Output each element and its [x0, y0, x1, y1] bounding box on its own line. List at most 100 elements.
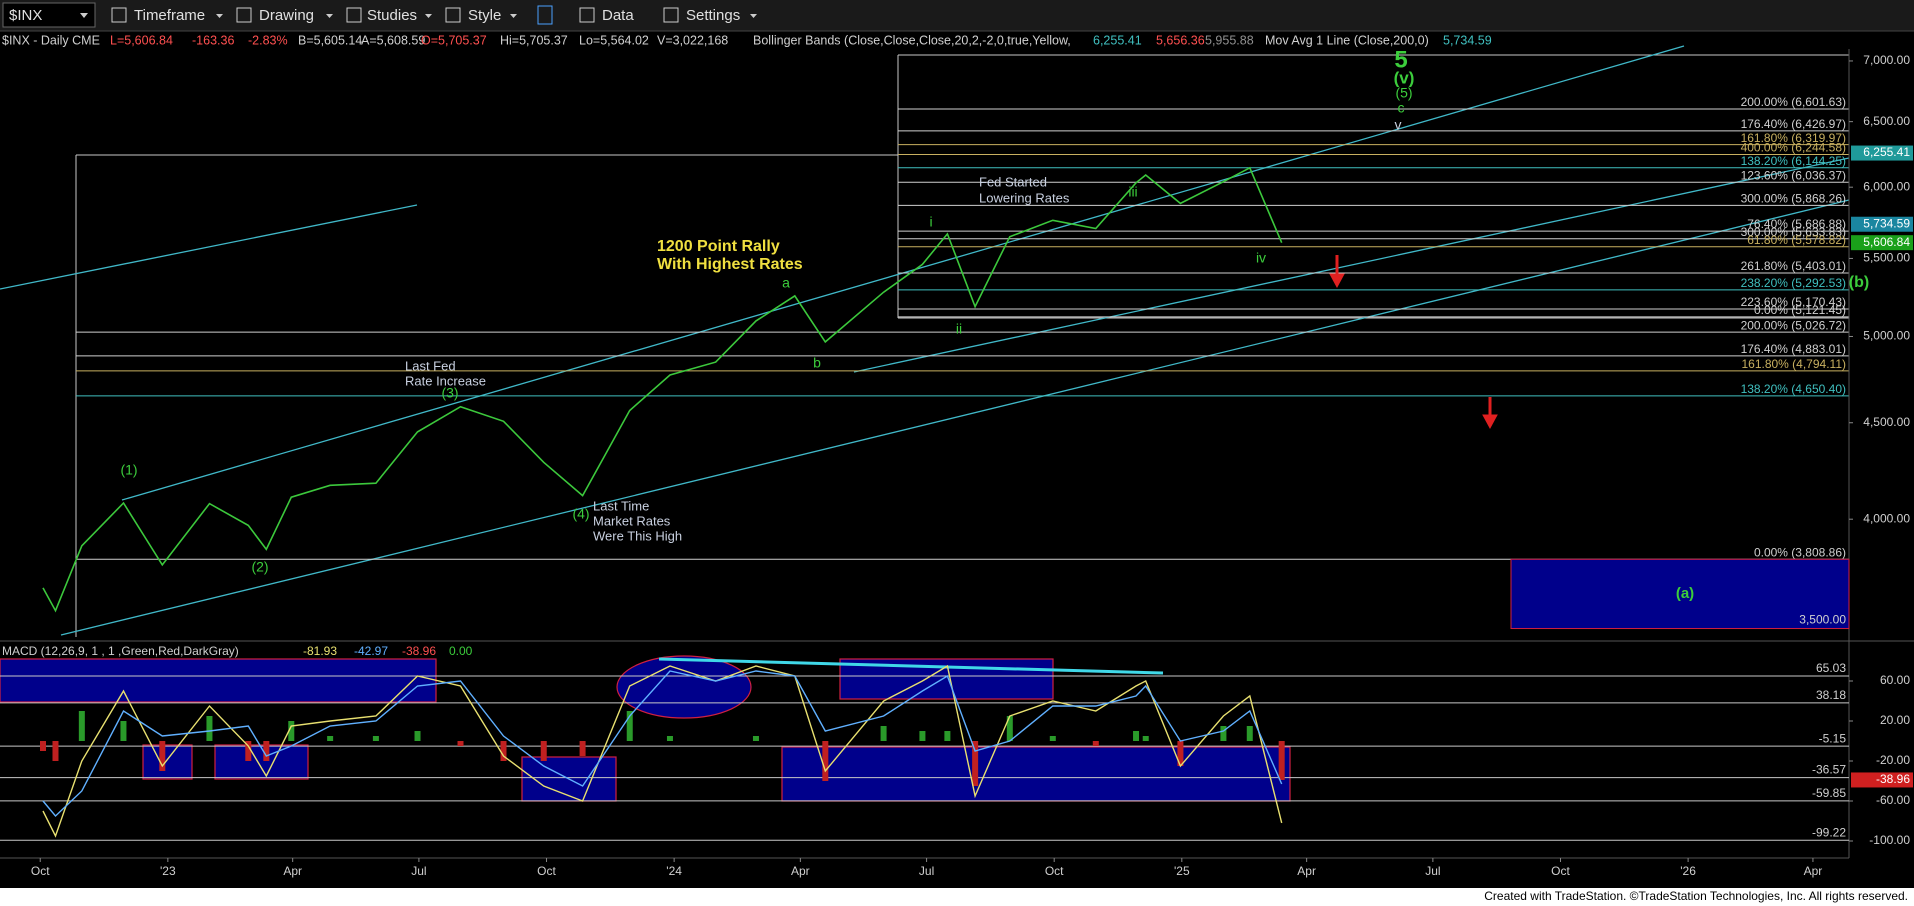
wave-label: iv — [1256, 250, 1266, 266]
price-tag — [1851, 216, 1913, 232]
y-tick-label: 5,000.00 — [1863, 329, 1910, 343]
macd-level-label: 38.18 — [1816, 688, 1846, 702]
note: With Highest Rates — [657, 256, 803, 273]
header-bb-name: Bollinger Bands (Close,Close,Close,20,2,… — [753, 33, 1071, 47]
menu-arrows — [111, 7, 757, 23]
macd-histogram-bar — [1133, 731, 1140, 741]
macd-histogram-bar — [1220, 726, 1227, 741]
macd-histogram-bar — [159, 741, 166, 771]
price-tag-label: 5,734.59 — [1863, 216, 1910, 230]
menu-studies[interactable]: Studies — [367, 7, 417, 24]
x-tick-label: Apr — [283, 864, 302, 878]
macd-histogram-bar — [245, 741, 252, 761]
dropdown-arrow — [80, 13, 88, 18]
macd-y-tick-label: 20.00 — [1880, 713, 1910, 727]
macd-y-tick-label: 60.00 — [1880, 673, 1910, 687]
fib-label: 0.00% (5,121.45) — [1754, 303, 1846, 317]
macd-histogram-bar — [1049, 736, 1056, 741]
macd-level-label: -59.85 — [1812, 786, 1846, 800]
note: Lowering Rates — [979, 190, 1070, 205]
fib-label: 300.00% (5,633.83) — [1741, 225, 1846, 239]
macd-histogram-bar — [919, 731, 926, 741]
macd-histogram-bar — [327, 736, 334, 741]
fib-label: 200.00% (5,026.72) — [1741, 318, 1846, 332]
macd-histogram-bar — [1177, 741, 1184, 766]
header-change-pct: -2.83% — [248, 33, 288, 47]
header-volume: V=3,022,168 — [657, 33, 728, 47]
menu-timeframe[interactable]: Timeframe — [134, 7, 205, 24]
macd-histogram-bar — [1142, 736, 1149, 741]
header-bb-mid: 5,955.88 — [1205, 33, 1254, 47]
x-tick-label: Oct — [31, 864, 50, 878]
menu-data[interactable]: Data — [602, 7, 634, 24]
price-tag-label: 6,255.41 — [1863, 145, 1910, 159]
fib-label: 138.20% (6,144.25) — [1741, 154, 1846, 168]
macd-readout: -42.97 — [354, 644, 388, 658]
note: Were This High — [593, 528, 682, 543]
fib-label: 176.40% (6,426.97) — [1741, 117, 1846, 131]
y-tick-label: 7,000.00 — [1863, 53, 1910, 67]
wave-label: c — [1398, 100, 1405, 116]
macd-tag-label: -38.96 — [1876, 772, 1910, 786]
symbol-box[interactable] — [2, 2, 96, 28]
macd-histogram-bar — [540, 741, 547, 761]
symbol-input[interactable]: $INX — [9, 7, 42, 24]
toolbar — [0, 0, 1914, 31]
price-tag-label: 5,606.84 — [1863, 235, 1910, 249]
x-tick-label: Oct — [1551, 864, 1570, 878]
macd-y-tick-label: -100.00 — [1869, 833, 1910, 847]
y-tick-label: 6,500.00 — [1863, 114, 1910, 128]
note: 1200 Point Rally — [657, 238, 780, 255]
fib-label: 138.20% (4,650.40) — [1741, 382, 1846, 396]
y-tick-label: 4,000.00 — [1863, 511, 1910, 525]
fib-label: 0.00% (3,808.86) — [1754, 545, 1846, 559]
macd-histogram-bar — [944, 731, 951, 741]
x-tick-label: Oct — [1045, 864, 1064, 878]
macd-histogram-bar — [457, 741, 464, 746]
wave-label: (b) — [1849, 274, 1869, 291]
header-bb-upper: 6,255.41 — [1093, 33, 1142, 47]
fib-levels: 200.00% (6,601.63)176.40% (6,426.97)161.… — [76, 95, 1849, 560]
macd-histogram-bar — [972, 741, 979, 786]
header-ma-name: Mov Avg 1 Line (Close,200,0) — [1265, 33, 1429, 47]
note: Market Rates — [593, 513, 671, 528]
menu-drawing[interactable]: Drawing — [259, 7, 314, 24]
x-tick-label: Oct — [537, 864, 556, 878]
wave-label: b — [813, 355, 821, 371]
fib-label: 61.80% (5,578.82) — [1747, 233, 1846, 247]
footer-band — [0, 888, 1914, 906]
menu-settings[interactable]: Settings — [686, 7, 740, 24]
header-bid: B=5,605.14 — [298, 33, 362, 47]
header-low: Lo=5,564.02 — [579, 33, 649, 47]
header-ask: A=5,608.59 — [361, 33, 425, 47]
macd-title: MACD (12,26,9, 1 , 1 ,Green,Red,DarkGray… — [2, 644, 239, 658]
wave-label: (2) — [251, 559, 268, 575]
macd-histogram-bar — [1278, 741, 1285, 780]
price-line — [42, 166, 1283, 613]
fib-label: 400.00% (6,244.58) — [1741, 141, 1846, 155]
macd-level-label: -36.57 — [1812, 763, 1846, 777]
wave-label: i — [929, 214, 932, 230]
macd-histogram-bar — [206, 716, 213, 741]
wave-label: (v) — [1394, 68, 1415, 87]
macd-histogram-bar — [666, 736, 673, 741]
header-symbol: $INX - Daily CME — [2, 33, 100, 47]
header-ma-value: 5,734.59 — [1443, 33, 1492, 47]
macd-histogram-bar — [78, 711, 85, 741]
menu-style[interactable]: Style — [468, 7, 501, 24]
macd-histogram-bar — [1092, 741, 1099, 746]
macd-histogram-bar — [822, 741, 829, 781]
wave-label: (3) — [441, 385, 458, 401]
macd-level-label: -99.22 — [1812, 825, 1846, 839]
macd-histogram-bar — [52, 741, 59, 761]
x-tick-label: Apr — [1804, 864, 1823, 878]
macd-histogram-bar — [372, 736, 379, 741]
x-tick-label: '25 — [1174, 864, 1190, 878]
fib-label: 161.80% (4,794.11) — [1741, 357, 1846, 371]
target-box — [1510, 558, 1850, 630]
macd-y-tick-label: -60.00 — [1876, 793, 1910, 807]
note: Rate Increase — [405, 373, 486, 388]
macd-histogram-bar — [288, 721, 295, 741]
layout-icon[interactable] — [537, 5, 553, 25]
